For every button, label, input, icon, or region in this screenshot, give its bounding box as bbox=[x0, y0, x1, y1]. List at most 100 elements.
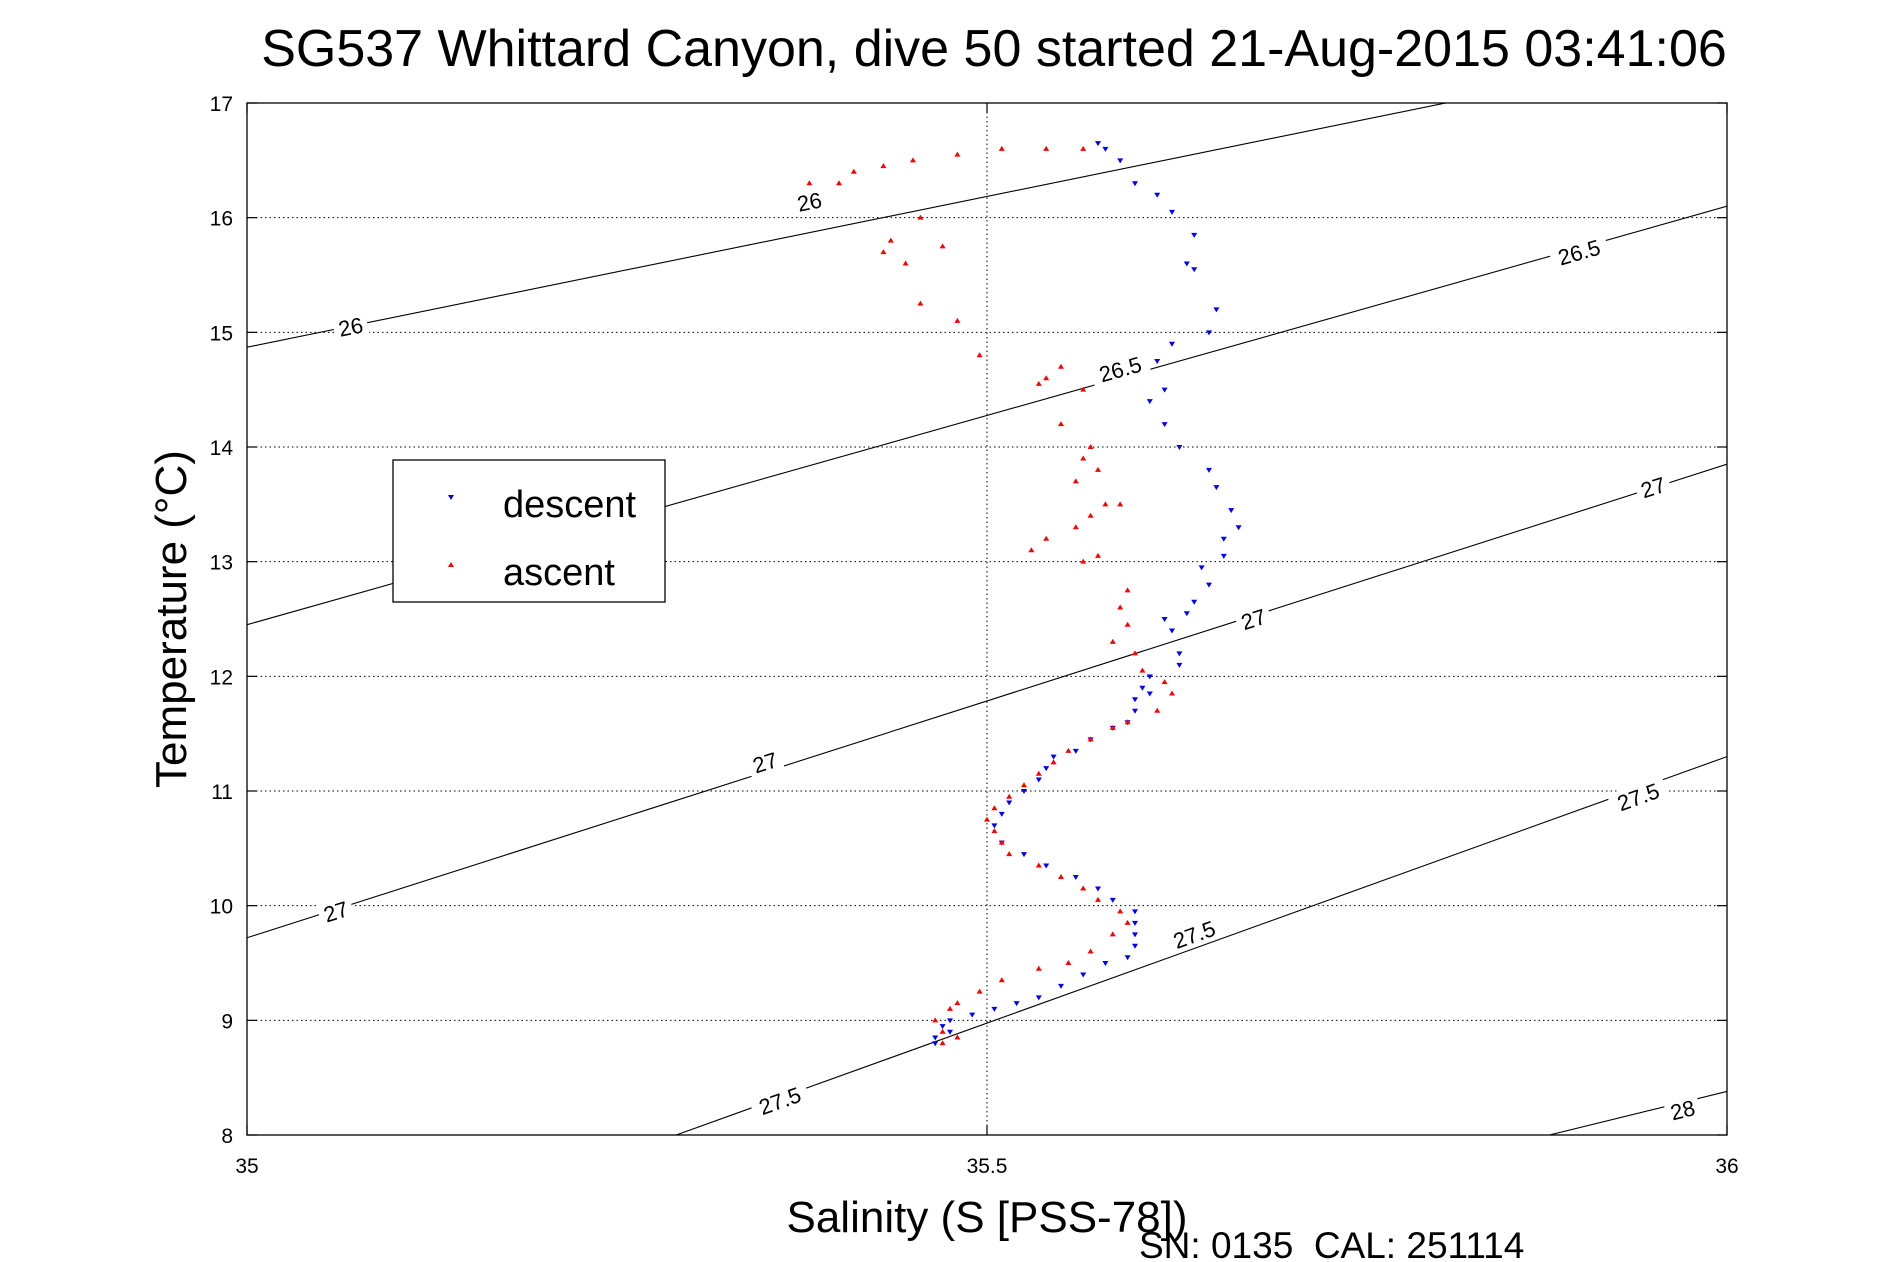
descent-point bbox=[1132, 943, 1138, 949]
ascent-point bbox=[1035, 380, 1042, 386]
descent-point bbox=[1109, 897, 1116, 903]
descent-point bbox=[1146, 691, 1153, 697]
legend-ascent-label: ascent bbox=[503, 552, 615, 594]
ascent-point bbox=[976, 352, 983, 358]
ascent-point bbox=[1109, 638, 1116, 644]
y-tick-label: 8 bbox=[221, 1125, 233, 1148]
ascent-point bbox=[880, 249, 887, 255]
footer-serial-calibration: SN: 0135 CAL: 251114 bbox=[1139, 1225, 1524, 1262]
descent-point bbox=[932, 1035, 939, 1041]
ascent-point bbox=[1035, 862, 1042, 868]
descent-point bbox=[1228, 508, 1235, 514]
y-tick-label: 12 bbox=[210, 666, 233, 689]
descent-point bbox=[1169, 209, 1175, 215]
descent-point bbox=[1161, 387, 1168, 393]
descent-point bbox=[1235, 525, 1242, 531]
x-tick-label: 36 bbox=[1715, 1155, 1738, 1178]
descent-point bbox=[1124, 955, 1131, 961]
descent-point bbox=[1132, 932, 1138, 938]
x-axis-title: Salinity (S [PSS-78]) bbox=[786, 1193, 1187, 1242]
ascent-point bbox=[939, 1040, 946, 1046]
ascent-point bbox=[1065, 960, 1072, 965]
descent-point bbox=[1035, 995, 1042, 1001]
ascent-point bbox=[1087, 948, 1094, 954]
descent-point bbox=[1006, 800, 1013, 806]
descent-point bbox=[1072, 875, 1079, 880]
descent-point bbox=[1191, 599, 1198, 605]
ascent-point bbox=[1109, 931, 1116, 937]
y-tick-label: 11 bbox=[211, 781, 233, 804]
descent-point bbox=[1102, 146, 1109, 152]
descent-point bbox=[1021, 852, 1027, 858]
descent-point bbox=[1213, 485, 1220, 491]
legend-descent-marker bbox=[448, 495, 454, 500]
isopycnal-label-bg bbox=[1089, 349, 1152, 389]
plot-background bbox=[247, 103, 1727, 1135]
ascent-point bbox=[1124, 919, 1131, 925]
ascent-point bbox=[1050, 759, 1057, 765]
isopycnal-label-text: 26 bbox=[795, 187, 824, 216]
ascent-point bbox=[902, 260, 909, 266]
isopycnal-label-text: 26 bbox=[336, 312, 365, 341]
ascent-point bbox=[954, 151, 961, 157]
isopycnal-label-bg bbox=[1162, 913, 1226, 956]
isopycnal-label: 26 bbox=[331, 311, 370, 342]
descent-point bbox=[1154, 192, 1161, 198]
ascent-point bbox=[954, 1000, 961, 1006]
ascent-point bbox=[1043, 375, 1050, 381]
x-tick-label: 35.5 bbox=[967, 1155, 1008, 1178]
ascent-point bbox=[1169, 690, 1175, 696]
descent-point bbox=[932, 1041, 939, 1047]
ascent-point bbox=[917, 300, 924, 306]
descent-point bbox=[1102, 961, 1109, 966]
isopycnal-label-bg bbox=[1233, 602, 1274, 636]
descent-point bbox=[1013, 1001, 1020, 1007]
x-tick-label: 35 bbox=[235, 1155, 258, 1178]
descent-point bbox=[1132, 708, 1138, 714]
ascent-point bbox=[976, 988, 983, 994]
isopycnal-label-bg bbox=[1633, 470, 1673, 504]
isopycnal-label-bg bbox=[331, 311, 370, 342]
ascent-point bbox=[1154, 707, 1161, 713]
descent-point bbox=[991, 823, 998, 829]
ascent-point bbox=[1006, 851, 1013, 857]
descent-point bbox=[1169, 628, 1175, 634]
y-tick-label: 13 bbox=[210, 552, 233, 575]
y-tick-label: 14 bbox=[210, 437, 234, 460]
ascent-point bbox=[991, 828, 998, 834]
descent-point bbox=[939, 1024, 946, 1030]
descent-point bbox=[969, 1012, 976, 1018]
descent-point bbox=[1132, 920, 1138, 926]
isopycnal-label-bg bbox=[748, 1079, 812, 1122]
descent-point bbox=[1206, 330, 1212, 336]
descent-point bbox=[1021, 789, 1027, 794]
ascent-point bbox=[1087, 736, 1094, 742]
descent-point bbox=[1132, 697, 1138, 703]
descent-point bbox=[1132, 181, 1138, 187]
descent-point bbox=[1161, 617, 1168, 622]
ascent-point bbox=[1117, 908, 1124, 914]
ascent-point bbox=[998, 145, 1005, 151]
descent-point bbox=[1206, 582, 1212, 588]
ascent-point bbox=[1080, 885, 1087, 891]
descent-point bbox=[1095, 886, 1101, 892]
descent-point bbox=[991, 1006, 998, 1012]
axis-ticks: 35 35.5 36 8 9 10 11 12 13 14 15 16 17 bbox=[210, 93, 1739, 1178]
y-tick-label: 10 bbox=[210, 896, 233, 919]
descent-point bbox=[1169, 341, 1175, 347]
ascent-point bbox=[1109, 724, 1116, 730]
ascent-point bbox=[998, 977, 1005, 983]
ascent-point bbox=[806, 180, 813, 186]
descent-point bbox=[1132, 909, 1138, 915]
ascent-point bbox=[1080, 455, 1087, 461]
descent-point bbox=[1191, 267, 1198, 273]
descent-point bbox=[998, 811, 1005, 817]
isopycnal-label: 28 bbox=[1663, 1094, 1702, 1126]
ascent-point bbox=[998, 839, 1005, 845]
isopycnal-label: 27 bbox=[315, 894, 356, 929]
ascent-point bbox=[1102, 501, 1109, 507]
ascent-point bbox=[1095, 552, 1101, 558]
legend-ascent-marker bbox=[448, 562, 454, 567]
isopycnal-line bbox=[247, 463, 1727, 939]
ascent-point bbox=[1117, 501, 1124, 507]
